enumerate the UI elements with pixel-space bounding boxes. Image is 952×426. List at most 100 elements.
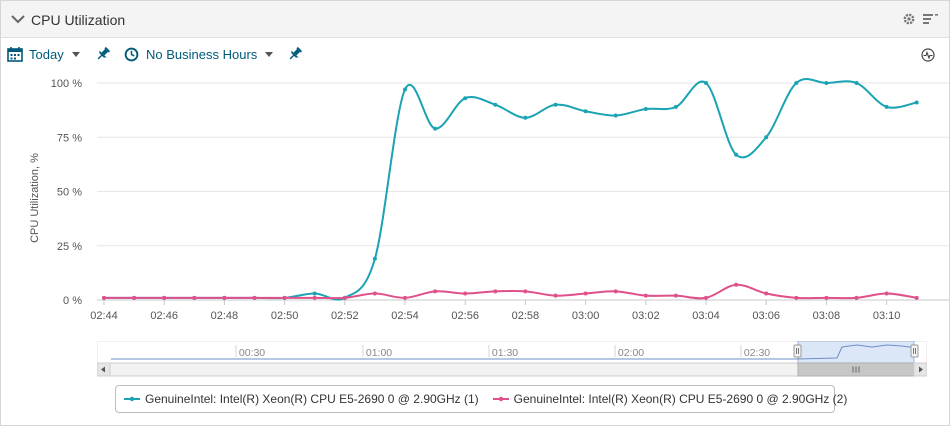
data-point-series-2[interactable] — [854, 295, 859, 300]
data-point-series-2[interactable] — [403, 295, 407, 300]
navigator-label: 01:30 — [492, 347, 518, 359]
calendar-icon — [7, 47, 23, 62]
gear-icon[interactable] — [902, 12, 916, 26]
data-point-series-2[interactable] — [102, 295, 106, 300]
x-tick-label: 02:56 — [451, 310, 479, 322]
pulse-icon[interactable] — [921, 48, 935, 62]
data-point-series-2[interactable] — [493, 289, 498, 294]
data-point-series-2[interactable] — [222, 295, 227, 300]
y-axis-label: CPU Utilization, % — [29, 153, 41, 243]
navigator-label: 02:00 — [618, 347, 644, 359]
legend-marker-series-2 — [492, 396, 509, 402]
business-hours-dropdown[interactable]: No Business Hours — [124, 45, 274, 63]
data-point-series-2[interactable] — [734, 282, 739, 287]
data-point-series-2[interactable] — [673, 293, 678, 298]
data-point-series-1[interactable] — [553, 102, 558, 107]
data-point-series-2[interactable] — [433, 289, 438, 294]
x-tick-label: 02:58 — [512, 310, 540, 322]
series-line-1[interactable] — [103, 78, 917, 301]
data-point-series-1[interactable] — [704, 81, 708, 85]
chart-legend: GenuineIntel: Intel(R) Xeon(R) CPU E5-26… — [115, 385, 847, 413]
data-point-series-2[interactable] — [282, 295, 287, 300]
x-tick-label: 02:48 — [211, 310, 239, 322]
x-tick-label: 03:06 — [752, 310, 780, 322]
series-line-2[interactable] — [103, 283, 917, 300]
data-point-series-1[interactable] — [643, 107, 648, 112]
x-tick-label: 02:50 — [271, 310, 299, 322]
x-tick-label: 03:02 — [632, 310, 660, 322]
legend-marker-series-1 — [124, 396, 140, 402]
data-point-series-2[interactable] — [794, 295, 799, 300]
navigator-selection[interactable] — [797, 340, 915, 364]
data-point-series-1[interactable] — [824, 81, 829, 85]
business-hours-label: No Business Hours — [146, 46, 258, 62]
chevron-down-icon — [265, 51, 274, 57]
data-point-series-2[interactable] — [764, 291, 769, 296]
data-point-series-1[interactable] — [794, 81, 799, 85]
x-tick-label: 02:54 — [391, 310, 419, 322]
y-tick-label: 50 % — [57, 187, 82, 199]
data-point-series-2[interactable] — [553, 293, 558, 298]
data-point-series-1[interactable] — [734, 152, 739, 157]
pin-icon[interactable] — [287, 46, 303, 62]
data-point-series-1[interactable] — [433, 126, 438, 131]
panel-header: CPU Utilization — [1, 1, 949, 38]
x-tick-label: 02:46 — [150, 310, 178, 322]
data-point-series-2[interactable] — [583, 291, 588, 296]
data-point-series-1[interactable] — [403, 87, 407, 92]
data-point-series-1[interactable] — [583, 109, 588, 114]
data-point-series-1[interactable] — [312, 291, 317, 296]
navigator-handle-right[interactable] — [910, 344, 919, 358]
data-point-series-2[interactable] — [613, 289, 618, 294]
data-point-series-2[interactable] — [342, 295, 347, 300]
data-point-series-1[interactable] — [884, 104, 889, 109]
navigator-handle-left[interactable] — [793, 344, 802, 358]
data-point-series-2[interactable] — [372, 291, 377, 296]
data-point-series-1[interactable] — [854, 81, 859, 85]
x-tick-label: 02:52 — [331, 310, 359, 322]
data-point-series-2[interactable] — [192, 295, 197, 300]
clock-icon — [124, 47, 139, 61]
cpu-line-chart: 0 % 25 % 50 % 75 % 100 % 02:44 02:46 02:48 02:50… — [29, 78, 949, 322]
y-tick-label: 75 % — [57, 132, 82, 144]
chevron-down-icon[interactable] — [9, 10, 27, 28]
y-tick-label: 25 % — [57, 241, 82, 253]
data-point-series-2[interactable] — [132, 295, 137, 300]
y-tick-label: 0 % — [63, 295, 82, 307]
menu-lines-icon[interactable] — [923, 12, 939, 26]
date-range-label: Today — [29, 46, 64, 62]
x-tick-label: 02:44 — [90, 310, 118, 322]
data-point-series-2[interactable] — [643, 293, 648, 298]
data-point-series-1[interactable] — [764, 135, 769, 140]
x-tick-label: 03:10 — [873, 310, 901, 322]
data-point-series-1[interactable] — [613, 113, 618, 118]
data-point-series-1[interactable] — [914, 100, 919, 105]
x-tick-label: 03:04 — [692, 310, 720, 322]
data-point-series-2[interactable] — [523, 289, 528, 294]
navigator-label: 02:30 — [744, 347, 770, 359]
pin-icon[interactable] — [95, 46, 111, 62]
data-point-series-2[interactable] — [704, 295, 708, 300]
data-point-series-1[interactable] — [463, 96, 468, 101]
data-point-series-1[interactable] — [523, 115, 528, 120]
data-point-series-1[interactable] — [493, 102, 498, 107]
legend-item-series-2[interactable]: GenuineIntel: Intel(R) Xeon(R) CPU E5-26… — [492, 392, 847, 406]
data-point-series-2[interactable] — [162, 295, 167, 300]
data-point-series-2[interactable] — [914, 295, 919, 300]
data-point-series-1[interactable] — [372, 256, 377, 261]
data-point-series-1[interactable] — [673, 104, 678, 109]
navigator-label: 00:30 — [239, 347, 265, 359]
date-range-dropdown[interactable]: Today — [7, 45, 80, 63]
data-point-series-2[interactable] — [463, 291, 468, 296]
data-point-series-2[interactable] — [312, 295, 317, 300]
navigator-line — [111, 344, 913, 360]
data-point-series-2[interactable] — [252, 295, 257, 300]
y-tick-label: 100 % — [51, 78, 82, 90]
data-point-series-2[interactable] — [824, 295, 829, 300]
legend-item-series-1[interactable]: GenuineIntel: Intel(R) Xeon(R) CPU E5-26… — [124, 392, 479, 406]
data-point-series-2[interactable] — [884, 291, 889, 296]
x-tick-label: 03:08 — [813, 310, 841, 322]
